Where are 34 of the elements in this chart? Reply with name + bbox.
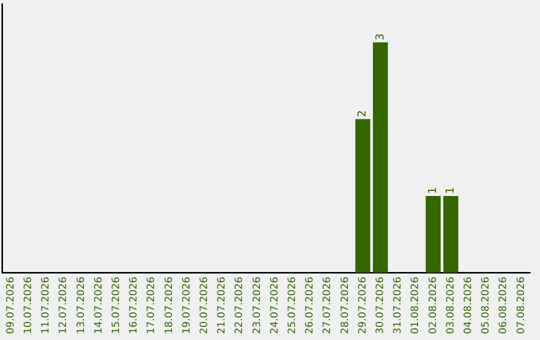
x-tick-label: 24.07.2026: [269, 276, 280, 334]
x-tick-label: 03.08.2026: [445, 276, 456, 334]
x-tick-label: 20.07.2026: [198, 276, 210, 334]
x-tick-label: 27.07.2026: [322, 276, 334, 334]
x-tick-label: 26.07.2026: [304, 276, 316, 334]
x-tick-label: 12.07.2026: [58, 276, 70, 334]
x-tick-label: 22.07.2026: [234, 276, 246, 334]
data-label: 3: [373, 33, 386, 40]
x-tick-label: 25.07.2026: [286, 276, 298, 334]
x-tick-label: 06.08.2026: [498, 276, 510, 334]
x-tick-label: 07.08.2026: [516, 276, 527, 334]
x-tick-label: 04.08.2026: [462, 276, 474, 334]
data-label: 2: [356, 110, 369, 118]
x-tick-label: 14.07.2026: [93, 276, 104, 334]
x-tick-label: 18.07.2026: [164, 276, 175, 334]
x-tick-label: 13.07.2026: [76, 276, 87, 334]
x-tick-label: 30.07.2026: [374, 276, 386, 334]
x-tick-label: 01.08.2026: [410, 276, 422, 334]
x-tick-label: 16.07.2026: [128, 276, 140, 334]
x-tick-label: 19.07.2026: [181, 276, 192, 334]
x-tick-label: 21.07.2026: [216, 276, 228, 334]
x-tick-label: 17.07.2026: [146, 276, 158, 334]
x-tick-label: 02.08.2026: [428, 276, 439, 334]
x-tick-label: 09.07.2026: [5, 276, 16, 334]
data-label: 1: [444, 186, 457, 194]
data-label: 1: [426, 186, 440, 194]
x-tick-label: 31.07.2026: [392, 276, 404, 334]
x-tick-label: 10.07.2026: [22, 276, 34, 334]
x-tick-label: 23.07.2026: [252, 276, 263, 334]
x-tick-label: 15.07.2026: [110, 276, 122, 334]
x-tick-label: 05.08.2026: [480, 276, 492, 334]
x-tick-label: 11.07.2026: [40, 276, 52, 334]
x-tick-label: 29.07.2026: [357, 276, 368, 334]
x-tick-label: 28.07.2026: [340, 276, 351, 334]
